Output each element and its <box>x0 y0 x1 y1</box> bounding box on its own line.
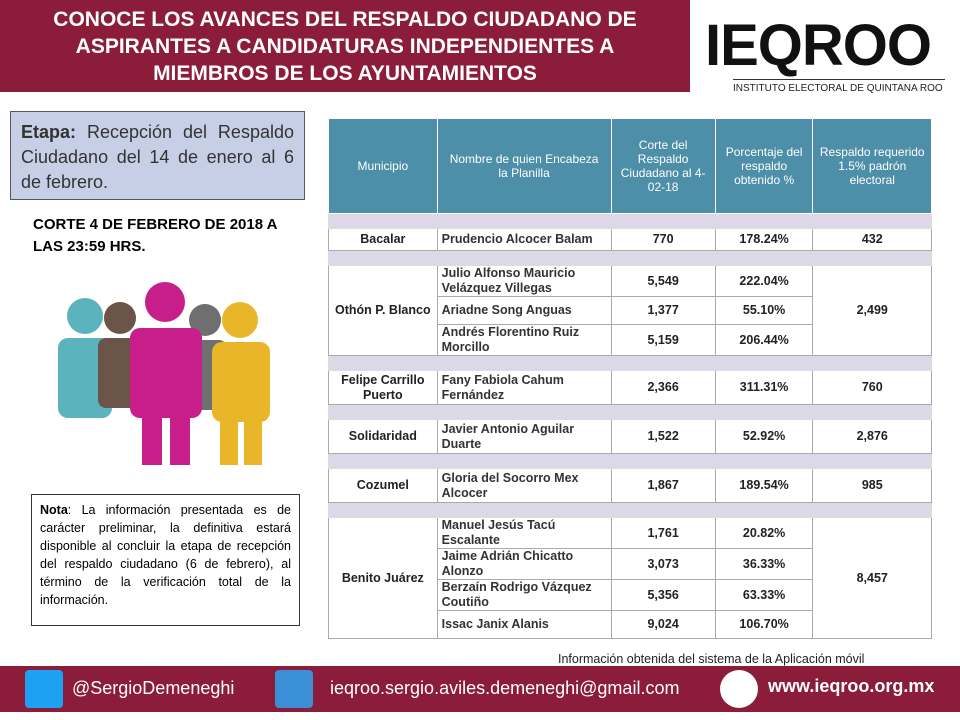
percentage: 189.54% <box>714 468 814 503</box>
spacer-cell <box>328 404 932 420</box>
spacer-row <box>328 355 932 371</box>
candidate-name: Javier Antonio Aguilar Duarte <box>436 419 612 454</box>
web-icon <box>720 670 758 708</box>
required: 760 <box>812 370 932 405</box>
spacer-row <box>328 213 932 229</box>
title: CONOCE LOS AVANCES DEL RESPALDO CIUDADAN… <box>0 0 690 92</box>
corte: 9,024 <box>610 610 716 639</box>
corte: 3,073 <box>610 548 716 580</box>
data-row: Benito Juárez Manuel Jesús Tacú Escalante… <box>328 517 932 639</box>
percentage: 63.33% <box>714 579 814 611</box>
email: ieqroo.sergio.aviles.demeneghi@gmail.com <box>330 678 680 698</box>
required: 8,457 <box>812 517 932 639</box>
data-row: Cozumel Gloria del Socorro Mex Alcocer 1,8… <box>328 468 932 503</box>
candidate-name: Berzaín Rodrigo Vázquez Coutiño <box>436 579 612 611</box>
municipio: Othón P. Blanco <box>328 265 438 356</box>
data-row: Solidaridad Javier Antonio Aguilar Duarte… <box>328 419 932 454</box>
note-box: Nota: La información presentada es de ca… <box>31 494 300 626</box>
required: 985 <box>812 468 932 503</box>
corte: 5,549 <box>610 265 716 297</box>
percentage: 20.82% <box>714 517 814 549</box>
stage-text: Recepción del Respaldo Ciudadano del 14 … <box>21 122 294 192</box>
column-header: Porcentaje del respaldo obtenido % <box>714 118 814 214</box>
column-header: Nombre de quien Encabeza la Planilla <box>436 118 612 214</box>
candidate-name: Ariadne Song Anguas <box>436 296 612 325</box>
corte: 1,761 <box>610 517 716 549</box>
spacer-cell <box>328 250 932 266</box>
people-illustration <box>58 282 270 465</box>
logo: IEQROO INSTITUTO ELECTORAL DE QUINTANA R… <box>705 12 945 102</box>
spacer-row <box>328 250 932 266</box>
header-row: Municipio Nombre de quien Encabeza la Pla… <box>328 118 932 214</box>
data-row: Issac Janix Alanis 9,024 106.70% <box>329 610 932 639</box>
candidate-name: Andrés Florentino Ruiz Morcillo <box>436 324 612 356</box>
spacer-cell <box>328 355 932 371</box>
logo-name: IEQROO <box>705 13 932 78</box>
percentage: 52.92% <box>714 419 814 454</box>
required: 2,876 <box>812 419 932 454</box>
data-row: Andrés Florentino Ruiz Morcillo 5,159 206.… <box>329 324 932 356</box>
percentage: 55.10% <box>714 296 814 325</box>
percentage: 106.70% <box>714 610 814 639</box>
spacer-cell <box>328 213 932 229</box>
candidate-name: Prudencio Alcocer Balam <box>436 228 612 251</box>
column-header: Respaldo requerido 1.5% padrón electoral <box>812 118 932 214</box>
corte: 5,159 <box>610 324 716 356</box>
percentage: 178.24% <box>714 228 814 251</box>
web: www.ieqroo.org.mx <box>768 676 935 696</box>
municipio: Bacalar <box>328 228 438 251</box>
candidate-name: Fany Fabiola Cahum Fernández <box>436 370 612 405</box>
candidate-name: Gloria del Socorro Mex Alcocer <box>436 468 612 503</box>
candidate-name: Jaime Adrián Chicatto Alonzo <box>436 548 612 580</box>
spacer-row <box>328 404 932 420</box>
percentage: 36.33% <box>714 548 814 580</box>
municipio: Cozumel <box>328 468 438 503</box>
spacer-cell <box>328 502 932 518</box>
data-row: Felipe Carrillo Puerto Fany Fabiola Cahum… <box>328 370 932 405</box>
stage-box: Etapa: Recepción del Respaldo Ciudadano … <box>10 111 305 200</box>
corte: 5,356 <box>610 579 716 611</box>
note-text: : La información presentada es de caráct… <box>40 503 291 607</box>
required: 432 <box>812 228 932 251</box>
cutoff: CORTE 4 DE FEBRERO DE 2018 A LAS 23:59 H… <box>33 216 277 255</box>
data-row: Berzaín Rodrigo Vázquez Coutiño 5,356 63.3… <box>329 579 932 611</box>
spacer-row <box>328 453 932 469</box>
source-note: Información obtenida del sistema de la A… <box>558 652 865 666</box>
municipio: Felipe Carrillo Puerto <box>328 370 438 405</box>
municipio: Benito Juárez <box>328 517 438 639</box>
twitter-icon <box>25 670 63 708</box>
data-row: Othón P. Blanco Julio Alfonso Mauricio Ve… <box>328 265 932 356</box>
corte: 1,377 <box>610 296 716 325</box>
column-header: Municipio <box>328 118 438 214</box>
percentage: 311.31% <box>714 370 814 405</box>
footer: @SergioDemeneghi ieqroo.sergio.aviles.de… <box>0 666 960 712</box>
corte: 2,366 <box>610 370 716 405</box>
note-label: Nota <box>40 503 68 517</box>
corte: 1,522 <box>610 419 716 454</box>
logo-subtitle: INSTITUTO ELECTORAL DE QUINTANA ROO <box>733 79 945 94</box>
candidate-name: Manuel Jesús Tacú Escalante <box>436 517 612 549</box>
stage-label: Etapa: <box>21 122 77 142</box>
spacer-cell <box>328 453 932 469</box>
corte: 770 <box>610 228 716 251</box>
results-table: Municipio Nombre de quien Encabeza la Pla… <box>328 118 932 639</box>
municipio: Solidaridad <box>328 419 438 454</box>
spacer-row <box>328 502 932 518</box>
data-row: Bacalar Prudencio Alcocer Balam 770 178.24%… <box>328 228 932 251</box>
required: 2,499 <box>812 265 932 356</box>
column-header: Corte del Respaldo Ciudadano al 4-02-18 <box>610 118 716 214</box>
data-row: Jaime Adrián Chicatto Alonzo 3,073 36.33% <box>329 548 932 580</box>
percentage: 206.44% <box>714 324 814 356</box>
corte: 1,867 <box>610 468 716 503</box>
percentage: 222.04% <box>714 265 814 297</box>
email-icon <box>275 670 313 708</box>
twitter: @SergioDemeneghi <box>72 678 235 698</box>
data-row: Ariadne Song Anguas 1,377 55.10% <box>329 296 932 325</box>
candidate-name: Issac Janix Alanis <box>436 610 612 639</box>
candidate-name: Julio Alfonso Mauricio Velázquez Villega… <box>436 265 612 297</box>
